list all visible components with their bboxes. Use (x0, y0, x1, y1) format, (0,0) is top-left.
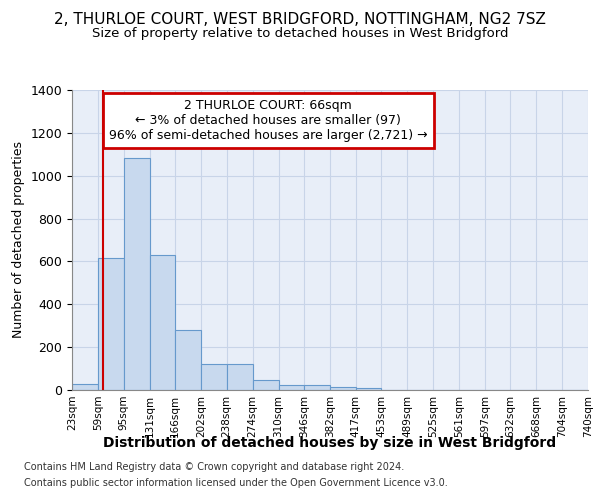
Bar (331, 387, 356, 390)
Text: 2, THURLOE COURT, WEST BRIDGFORD, NOTTINGHAM, NG2 7SZ: 2, THURLOE COURT, WEST BRIDGFORD, NOTTIN… (54, 12, 546, 28)
Text: 2 THURLOE COURT: 66sqm
← 3% of detached houses are smaller (97)
96% of semi-deta: 2 THURLOE COURT: 66sqm ← 3% of detached … (109, 99, 427, 142)
Text: Contains HM Land Registry data © Crown copyright and database right 2024.: Contains HM Land Registry data © Crown c… (24, 462, 404, 472)
Bar (253, 380, 278, 390)
Bar (150, 255, 175, 390)
Text: Distribution of detached houses by size in West Bridgford: Distribution of detached houses by size … (103, 436, 557, 450)
Bar (356, 388, 382, 390)
Bar (72, 384, 98, 390)
Text: Contains public sector information licensed under the Open Government Licence v3: Contains public sector information licen… (24, 478, 448, 488)
Bar (124, 158, 150, 390)
Y-axis label: Number of detached properties: Number of detached properties (12, 142, 25, 338)
Bar (278, 384, 304, 390)
Bar (98, 258, 124, 390)
Bar (175, 330, 201, 390)
Bar (227, 364, 253, 390)
Text: Size of property relative to detached houses in West Bridgford: Size of property relative to detached ho… (92, 28, 508, 40)
Bar (201, 364, 227, 390)
Bar (304, 384, 331, 390)
